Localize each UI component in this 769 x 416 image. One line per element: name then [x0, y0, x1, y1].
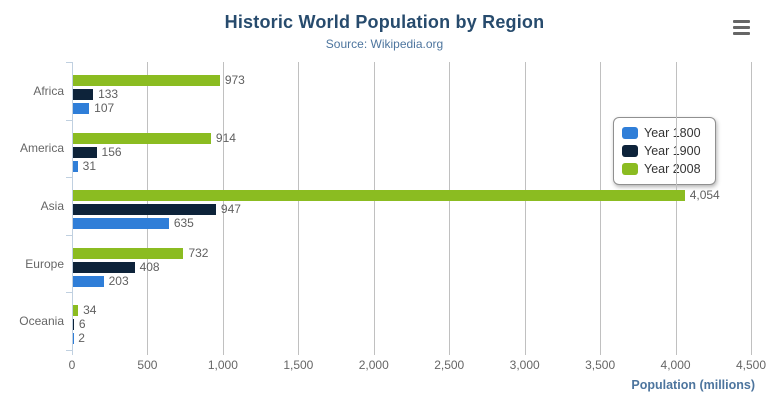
chart-title: Historic World Population by Region — [224, 12, 545, 32]
category-label-america: America — [19, 141, 64, 156]
x-axis-label: 3,500 — [585, 358, 616, 372]
category-label-oceania: Oceania — [19, 314, 64, 329]
x-axis-tick — [751, 350, 752, 355]
hamburger-menu-icon — [733, 32, 750, 35]
legend-item-label: Year 2008 — [644, 162, 701, 176]
bar-america-year-1800[interactable] — [73, 160, 78, 172]
x-axis-label: 2,000 — [358, 358, 389, 372]
x-axis-tick — [373, 350, 375, 355]
category-label-africa: Africa — [33, 83, 64, 98]
x-axis-label: 4,000 — [660, 358, 691, 372]
y-axis-tick — [66, 177, 72, 179]
bar-africa-year-1900[interactable] — [73, 89, 94, 100]
legend-item-year-1900[interactable]: Year 1900 — [622, 142, 701, 160]
x-axis-label: 1,000 — [207, 358, 238, 372]
chart-context-menu-button[interactable] — [733, 20, 750, 35]
bar-asia-year-1800[interactable] — [73, 218, 169, 230]
gridline — [600, 62, 602, 350]
x-axis-label: 2,500 — [434, 358, 465, 372]
gridline — [449, 62, 451, 350]
bar-europe-year-2008[interactable] — [73, 247, 184, 259]
legend-swatch-icon — [622, 127, 638, 139]
bar-value-label: 203 — [108, 273, 129, 288]
bar-america-year-1900[interactable] — [73, 146, 97, 158]
legend-swatch-icon — [622, 163, 638, 175]
gridline — [751, 62, 752, 350]
bar-value-label: 408 — [139, 259, 160, 274]
legend-item-year-2008[interactable]: Year 2008 — [622, 160, 701, 178]
bar-asia-year-1900[interactable] — [73, 204, 216, 216]
bar-value-label: 635 — [173, 216, 194, 231]
category-label-europe: Europe — [25, 256, 64, 271]
x-axis-label: 500 — [137, 358, 158, 372]
bar-america-year-2008[interactable] — [73, 132, 211, 144]
y-axis-tick — [66, 62, 72, 63]
bar-asia-year-2008[interactable] — [73, 190, 685, 202]
bar-value-label: 133 — [98, 87, 119, 101]
gridline — [524, 62, 526, 350]
y-axis-tick — [66, 119, 72, 121]
bar-europe-year-1900[interactable] — [73, 261, 135, 273]
bar-oceania-year-2008[interactable] — [73, 305, 79, 317]
gridline — [675, 62, 677, 350]
y-axis-tick — [66, 234, 72, 236]
bar-value-label: 947 — [220, 202, 241, 217]
hamburger-menu-icon — [733, 26, 750, 29]
legend-swatch-icon — [622, 145, 638, 157]
y-axis-tick — [66, 292, 72, 294]
bar-africa-year-2008[interactable] — [73, 75, 220, 86]
x-axis-tick — [298, 350, 300, 355]
x-axis-tick — [72, 350, 73, 355]
legend-item-label: Year 1800 — [644, 126, 701, 140]
bar-value-label: 6 — [78, 317, 86, 332]
legend: Year 1800 Year 1900 Year 2008 — [613, 117, 716, 185]
bar-value-label: 732 — [188, 245, 209, 260]
x-axis-title: Population (millions) — [631, 378, 755, 392]
legend-item-label: Year 1900 — [644, 144, 701, 158]
gridline — [373, 62, 375, 350]
x-axis-tick — [449, 350, 451, 355]
bar-value-label: 34 — [83, 303, 97, 318]
bar-oceania-year-1900[interactable] — [73, 319, 74, 331]
y-axis-tick — [66, 350, 72, 351]
bar-value-label: 914 — [215, 130, 236, 145]
category-label-asia: Asia — [40, 199, 64, 213]
legend-item-year-1800[interactable]: Year 1800 — [622, 124, 701, 142]
x-axis-tick — [600, 350, 602, 355]
bar-value-label: 31 — [82, 158, 97, 173]
x-axis-tick — [675, 350, 677, 355]
x-axis-label: 1,500 — [283, 358, 314, 372]
bar-value-label: 156 — [101, 144, 122, 159]
bar-value-label: 107 — [94, 101, 115, 115]
x-axis-tick — [524, 350, 526, 355]
x-axis-label: 0 — [68, 358, 76, 372]
y-axis-line — [72, 62, 73, 350]
bar-value-label: 973 — [224, 73, 245, 87]
bar-value-label: 4,054 — [689, 188, 720, 203]
x-axis-tick — [147, 350, 149, 355]
x-axis-label: 4,500 — [735, 358, 767, 372]
bar-value-label: 2 — [78, 331, 85, 346]
gridline — [222, 62, 224, 350]
x-axis-label: 3,000 — [509, 358, 540, 372]
gridline — [298, 62, 300, 350]
x-axis-tick — [222, 350, 224, 355]
bar-africa-year-1800[interactable] — [73, 103, 90, 114]
chart-subtitle: Source: Wikipedia.org — [325, 37, 444, 51]
bar-europe-year-1800[interactable] — [73, 275, 104, 287]
hamburger-menu-icon — [733, 20, 750, 23]
